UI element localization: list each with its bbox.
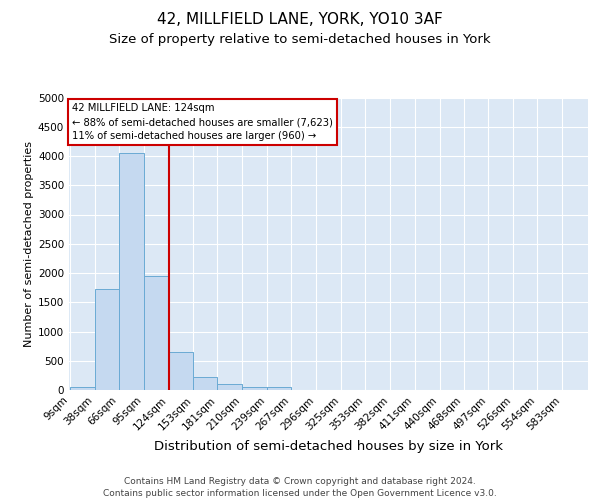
Bar [217,384,242,390]
Bar [119,153,143,390]
Text: 42 MILLFIELD LANE: 124sqm
← 88% of semi-detached houses are smaller (7,623)
11% : 42 MILLFIELD LANE: 124sqm ← 88% of semi-… [73,104,334,142]
X-axis label: Distribution of semi-detached houses by size in York: Distribution of semi-detached houses by … [154,440,503,453]
Bar [242,387,267,390]
Bar [267,387,291,390]
Text: Size of property relative to semi-detached houses in York: Size of property relative to semi-detach… [109,34,491,46]
Text: Contains HM Land Registry data © Crown copyright and database right 2024.
Contai: Contains HM Land Registry data © Crown c… [103,476,497,498]
Bar [193,376,217,390]
Bar [169,352,193,390]
Y-axis label: Number of semi-detached properties: Number of semi-detached properties [24,141,34,347]
Bar [95,290,119,390]
Bar [70,387,95,390]
Text: 42, MILLFIELD LANE, YORK, YO10 3AF: 42, MILLFIELD LANE, YORK, YO10 3AF [157,12,443,28]
Bar [143,276,169,390]
